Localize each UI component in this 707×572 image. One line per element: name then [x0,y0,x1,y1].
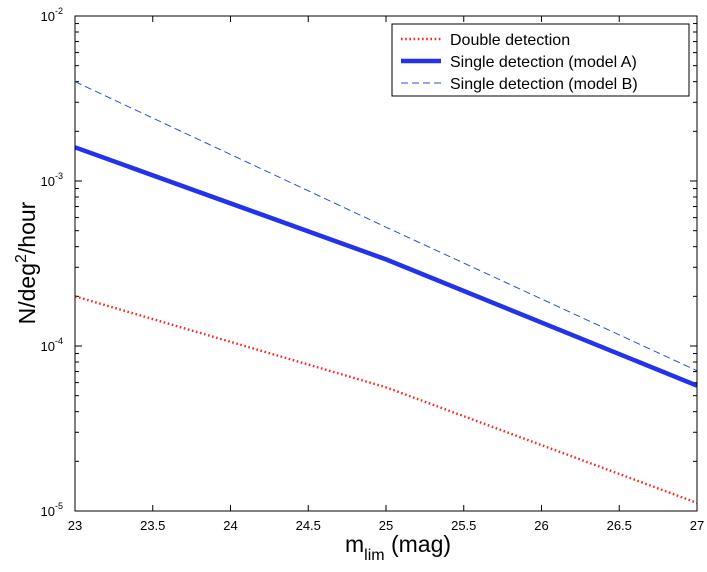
legend-label-model-b: Single detection (model B) [450,76,638,93]
y-tick-label: 10-4 [41,336,63,354]
x-tick-label: 23.5 [140,518,165,533]
legend-label-model-a: Single detection (model A) [450,54,637,71]
x-tick-label: 25 [379,518,393,533]
y-tick-label: 10-5 [41,501,63,519]
x-axis-title: mlim (mag) [345,531,451,564]
plot-frame [74,15,698,512]
legend: Double detection Single detection (model… [391,23,690,97]
plot-area [75,16,697,511]
series-line-1 [74,145,698,388]
y-axis-title: N/deg2/hour [13,201,40,324]
x-tick-label: 25.5 [451,518,476,533]
x-tick-label: 26 [534,518,548,533]
x-tick-label: 26.5 [607,518,632,533]
y-axis-title-superscript: 2 [13,254,30,263]
x-axis-title-subscript: lim [364,547,384,564]
series-line-0 [74,295,698,505]
x-tick-label: 24 [223,518,237,533]
x-tick-label: 27 [690,518,704,533]
legend-box [391,23,690,97]
ticks-group: 23 23.5 24 24.5 25 25.5 26 26.5 27 10-5 10-4 10-3 10… [41,6,705,533]
x-tick-label: 23 [68,518,82,533]
y-tick-label: 10-2 [41,6,63,24]
y-tick-label: 10-3 [41,171,63,189]
series-layer [74,81,698,505]
x-tick-label: 24.5 [296,518,321,533]
series-line-2 [74,81,698,372]
legend-label-double: Double detection [450,32,570,49]
